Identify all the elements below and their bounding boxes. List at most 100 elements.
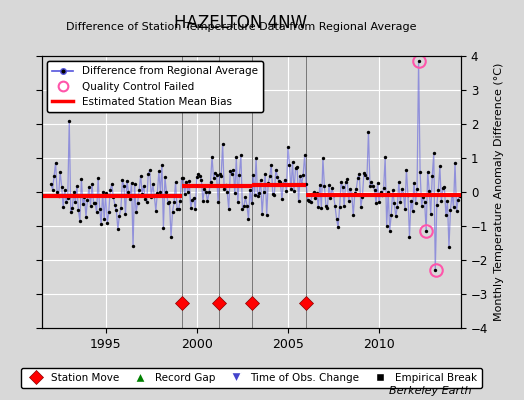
Point (446, 207, 455, 213)
Point (427, 210, 435, 217)
Point (359, 170, 368, 177)
Point (146, 167, 154, 174)
Point (440, 184, 449, 190)
Point (82, 214, 90, 220)
Point (357, 204, 365, 210)
Point (430, 150, 438, 156)
Point (153, 190, 161, 196)
Point (319, 155, 327, 162)
Point (398, 186, 406, 192)
Point (238, 206, 247, 212)
Point (86, 203, 95, 209)
Point (407, 198, 415, 204)
Point (151, 208, 160, 214)
Point (193, 174, 201, 180)
Point (164, 200, 172, 206)
Point (121, 211, 129, 218)
Legend: Difference from Regional Average, Quality Control Failed, Estimated Station Mean: Difference from Regional Average, Qualit… (47, 61, 263, 112)
Point (282, 187, 291, 194)
Point (296, 172, 304, 179)
Point (60, 187, 69, 193)
Point (347, 191, 356, 198)
Point (381, 154, 389, 161)
Point (416, 169, 424, 175)
Point (144, 171, 152, 177)
Point (275, 178, 283, 184)
Point (404, 192, 412, 198)
Point (111, 202, 119, 208)
Point (187, 204, 195, 211)
Point (191, 206, 200, 212)
Point (401, 205, 409, 212)
Point (197, 177, 205, 183)
Point (63, 194, 72, 201)
Point (273, 174, 281, 180)
Point (90, 200, 98, 206)
Point (425, 188, 433, 194)
Point (180, 191, 189, 197)
Point (433, 201, 441, 208)
Point (256, 176, 265, 183)
Point (303, 196, 312, 203)
Point (234, 199, 242, 205)
Point (414, 58, 423, 64)
Point (267, 162, 276, 168)
Point (434, 187, 442, 193)
Point (307, 198, 315, 205)
Point (346, 186, 354, 192)
Point (369, 183, 377, 189)
Point (259, 189, 268, 195)
Point (299, 172, 308, 178)
Point (205, 189, 213, 196)
Point (300, 152, 309, 158)
Point (129, 243, 137, 250)
Point (391, 213, 400, 220)
Point (442, 212, 450, 218)
Point (73, 183, 81, 190)
Point (123, 178, 131, 184)
Point (317, 205, 325, 211)
Point (212, 172, 221, 178)
Point (340, 203, 348, 209)
Point (270, 192, 278, 198)
Point (339, 184, 347, 190)
Point (124, 189, 133, 195)
Point (114, 226, 122, 232)
Point (65, 117, 73, 124)
Point (263, 212, 271, 218)
Point (408, 207, 417, 214)
Point (127, 180, 136, 186)
Point (367, 178, 376, 185)
Point (141, 196, 149, 202)
Point (294, 198, 303, 204)
Point (132, 209, 140, 216)
Point (246, 187, 254, 193)
Point (173, 205, 181, 212)
Point (386, 228, 394, 234)
Point (47, 180, 55, 187)
Point (405, 234, 413, 240)
Point (178, 175, 186, 181)
Point (136, 172, 145, 179)
Point (420, 199, 429, 206)
Point (413, 185, 421, 192)
Point (188, 197, 196, 204)
Text: Difference of Station Temperature Data from Regional Average: Difference of Station Temperature Data f… (66, 22, 416, 32)
Point (115, 213, 124, 219)
Point (452, 208, 461, 214)
Point (143, 198, 151, 205)
Point (310, 189, 318, 196)
Point (67, 209, 75, 216)
Point (149, 181, 157, 188)
Point (335, 204, 344, 210)
Point (120, 183, 128, 189)
Point (94, 175, 102, 182)
Point (323, 204, 332, 211)
Point (161, 174, 169, 180)
Point (83, 196, 92, 203)
Point (276, 179, 285, 186)
Point (239, 203, 248, 209)
Point (281, 176, 289, 183)
Point (232, 154, 241, 160)
Point (258, 210, 266, 217)
